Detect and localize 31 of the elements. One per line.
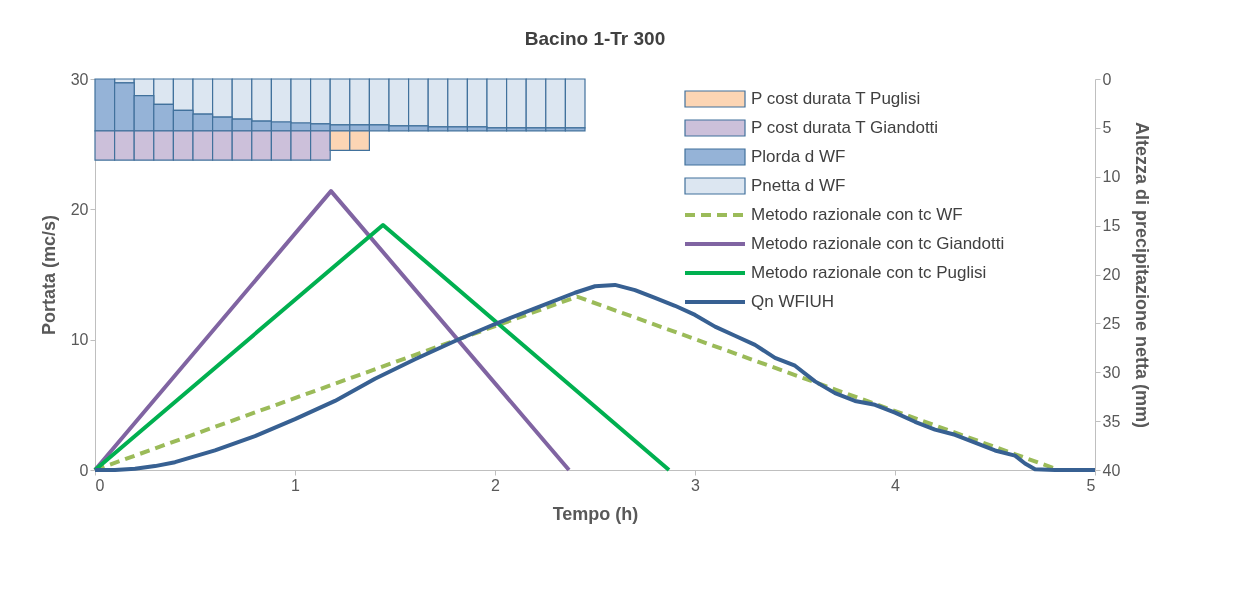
y2-tick-label: 30	[1102, 363, 1121, 381]
y2-tick-label: 25	[1102, 314, 1121, 332]
legend-label: P cost durata T Giandotti	[751, 118, 939, 137]
x-tick-label: 0	[95, 476, 105, 494]
legend-label: Metodo razionale con tc Giandotti	[751, 234, 1005, 253]
x-tick-label: 4	[891, 476, 901, 494]
legend-label: Plorda d WF	[751, 147, 846, 166]
legend-label: Metodo razionale con tc WF	[751, 205, 963, 224]
x-tick-label: 1	[291, 476, 301, 494]
y2-tick-label: 5	[1102, 119, 1112, 137]
y-axis-title: Portata (mc/s)	[38, 214, 59, 336]
y-tick-label: 20	[70, 200, 89, 218]
y2-tick-label: 0	[1102, 70, 1112, 88]
x-axis-title: Tempo (h)	[552, 503, 639, 524]
chart-title: Bacino 1-Tr 300	[524, 28, 666, 49]
y2-tick-label: 35	[1102, 412, 1121, 430]
legend-label: Pnetta d WF	[751, 176, 846, 195]
y2-tick-label: 15	[1102, 217, 1121, 235]
x-tick-label: 3	[691, 476, 701, 494]
legend-label: P cost durata T Puglisi	[751, 89, 921, 108]
y2-tick-label: 40	[1102, 461, 1121, 479]
legend-label: Qn WFIUH	[751, 292, 835, 311]
y2-tick-label: 10	[1102, 168, 1121, 186]
x-tick-label: 2	[491, 476, 501, 494]
legend-label: Metodo razionale con tc Puglisi	[751, 263, 987, 282]
y2-tick-label: 20	[1102, 266, 1121, 283]
y-tick-label: 0	[79, 461, 89, 479]
x-tick-label: 5	[1086, 476, 1096, 494]
y-tick-label: 30	[70, 70, 89, 88]
y-tick-label: 10	[70, 331, 89, 349]
y2-axis-title: Altezza di precipitazione netta (mm)	[1132, 121, 1153, 429]
